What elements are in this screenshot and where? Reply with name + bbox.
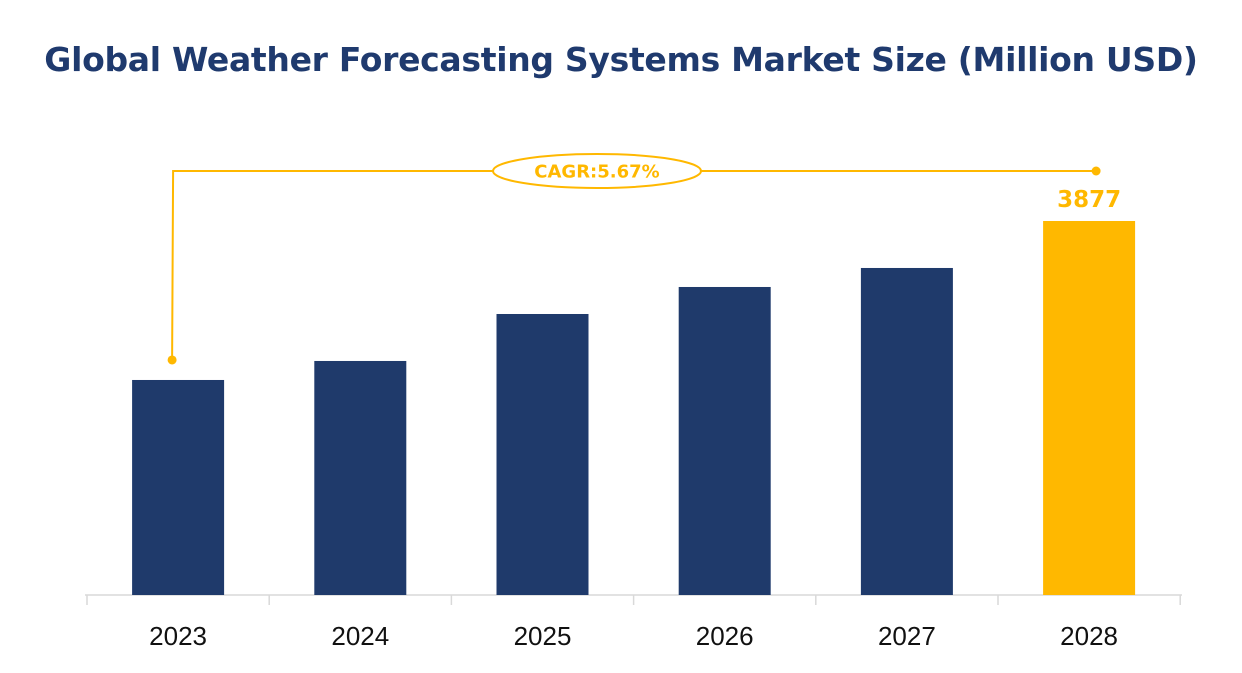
bar-2028 <box>1043 221 1136 595</box>
bar-2024 <box>314 360 407 595</box>
x-tick-label: 2027 <box>878 621 936 651</box>
cagr-ellipse <box>492 153 702 189</box>
cagr-end-dot <box>1091 166 1101 176</box>
x-tick-label: 2025 <box>514 621 572 651</box>
cagr-label: CAGR:5.67% <box>534 162 659 183</box>
cagr-connector-line <box>171 170 1097 360</box>
cagr-start-dot <box>167 355 177 365</box>
x-tick-label: 2028 <box>1060 621 1118 651</box>
chart-title: Global Weather Forecasting Systems Marke… <box>44 40 1198 79</box>
bar-2023 <box>132 379 225 595</box>
bar-2026 <box>678 286 771 595</box>
x-tick-label: 2023 <box>149 621 207 651</box>
bar-2025 <box>496 313 589 595</box>
data-label-2028: 3877 <box>1057 187 1121 213</box>
x-tick-label: 2026 <box>696 621 754 651</box>
x-tick-label: 2024 <box>331 621 389 651</box>
bar-2027 <box>860 267 953 595</box>
